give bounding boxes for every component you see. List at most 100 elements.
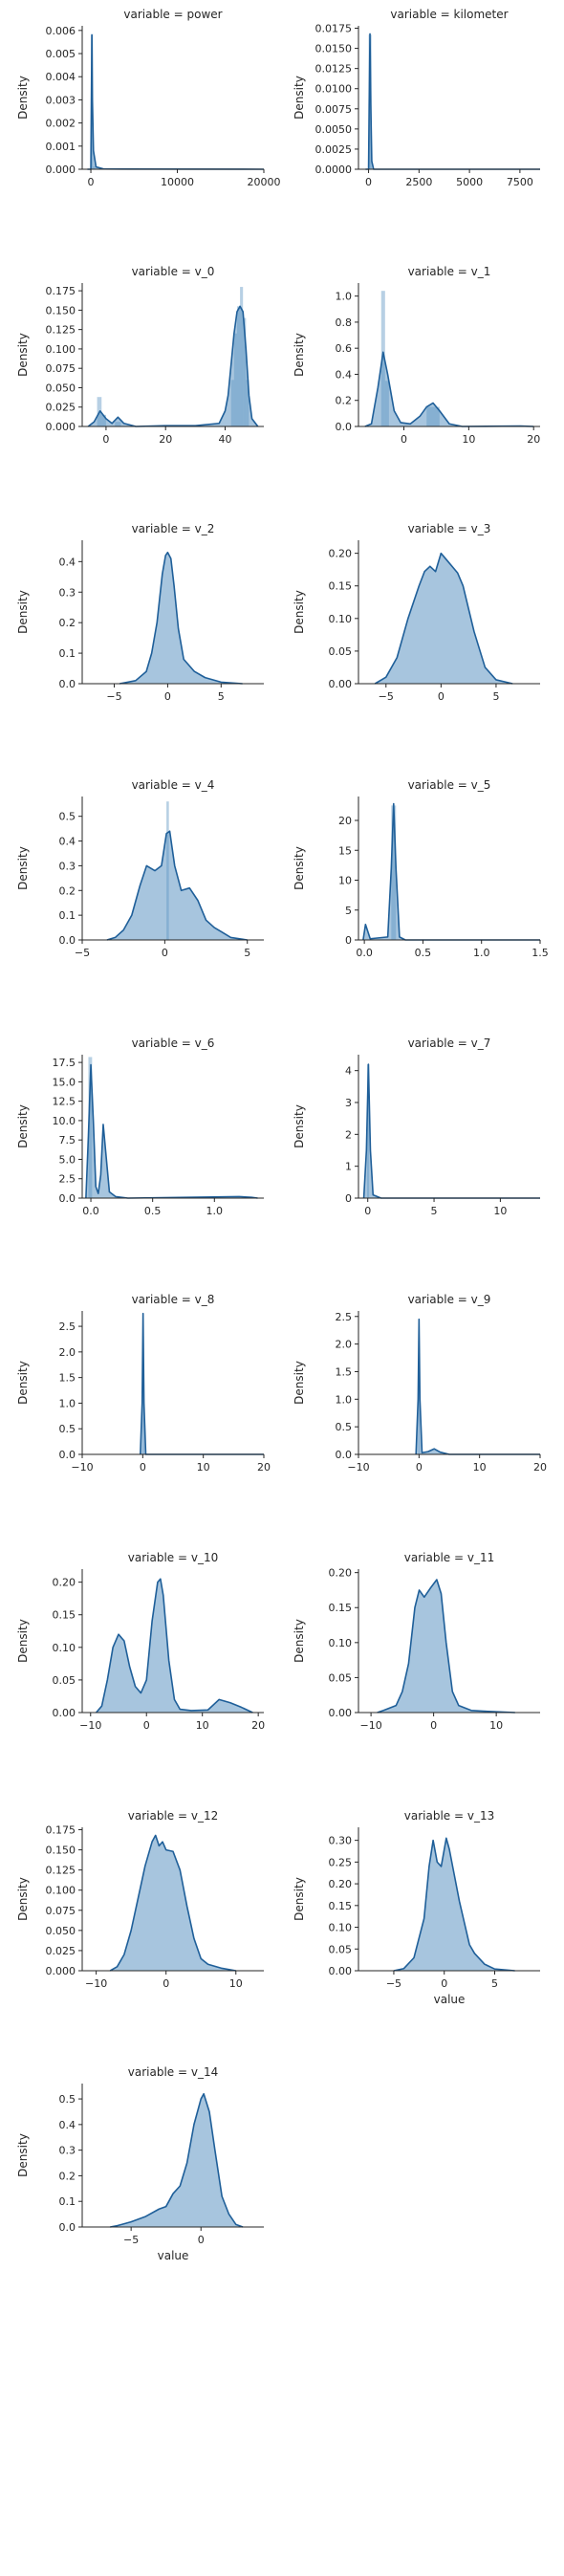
facet-panel-13: variable = v_11 Density 0.00 0.05 0.10 0.15 0.… bbox=[293, 1551, 540, 1732]
y-tick-label: 1.0 bbox=[336, 1393, 353, 1406]
facet-panel-10: variable = v_8 Density 0.0 0.5 1.0 1.5 2.0 2.5 −… bbox=[16, 1293, 271, 1474]
x-tick-label: 10 bbox=[489, 1719, 503, 1732]
x-tick-label: −5 bbox=[123, 2234, 139, 2246]
y-tick-label: 0.5 bbox=[59, 1423, 76, 1435]
y-tick-label: 0.20 bbox=[53, 1577, 76, 1589]
y-axis-label: Density bbox=[293, 1104, 306, 1148]
kde-area bbox=[365, 33, 540, 170]
kde-area bbox=[119, 552, 243, 684]
x-tick-label: 0 bbox=[441, 1977, 447, 1990]
kde-line bbox=[377, 1579, 515, 1714]
y-tick-label: 0.0100 bbox=[315, 83, 353, 96]
x-tick-label: 1.0 bbox=[206, 1205, 224, 1217]
x-tick-label: 0 bbox=[162, 947, 168, 959]
y-tick-label: 0.006 bbox=[46, 25, 76, 37]
histogram-bar bbox=[240, 287, 244, 426]
histogram-bar bbox=[233, 333, 237, 426]
kde-area bbox=[88, 306, 258, 426]
x-tick-label: 7500 bbox=[507, 176, 533, 188]
y-tick-label: 0.025 bbox=[46, 1945, 76, 1957]
facet-panel-5: variable = v_3 Density 0.00 0.05 0.10 0.15 0.2… bbox=[293, 522, 540, 703]
y-axis-label: Density bbox=[293, 1877, 306, 1921]
y-tick-label: 0.15 bbox=[329, 1900, 353, 1912]
y-tick-label: 0 bbox=[345, 1192, 352, 1205]
histogram-bar bbox=[93, 166, 96, 169]
kde-line bbox=[140, 1312, 264, 1455]
y-tick-label: 10.0 bbox=[53, 1115, 76, 1127]
kde-area bbox=[364, 352, 534, 426]
y-tick-label: 0.125 bbox=[46, 324, 76, 337]
x-tick-label: 0.0 bbox=[82, 1205, 99, 1217]
x-tick-label: 5 bbox=[431, 1205, 438, 1217]
panel-title: variable = v_14 bbox=[128, 2065, 218, 2079]
panel-title: variable = v_2 bbox=[132, 522, 215, 535]
x-tick-label: 40 bbox=[219, 433, 232, 446]
y-tick-label: 0.3 bbox=[59, 2145, 76, 2157]
kde-line bbox=[110, 2092, 244, 2228]
y-tick-label: 0.000 bbox=[46, 1965, 76, 1977]
x-tick-label: 5 bbox=[244, 947, 250, 959]
y-tick-label: 0.00 bbox=[53, 1707, 76, 1719]
y-axis-label: Density bbox=[293, 333, 306, 377]
y-axis-label: Density bbox=[293, 76, 306, 120]
y-tick-label: 0.15 bbox=[329, 1602, 353, 1614]
x-tick-label: 0 bbox=[163, 1977, 169, 1990]
panel-title: variable = v_5 bbox=[408, 778, 491, 792]
y-tick-label: 0.0000 bbox=[315, 164, 353, 176]
y-axis-label: Density bbox=[16, 1361, 30, 1405]
panel-title: variable = v_6 bbox=[132, 1037, 215, 1050]
y-axis-label: Density bbox=[16, 333, 30, 377]
y-tick-label: 0.150 bbox=[46, 1845, 76, 1857]
y-axis-label: Density bbox=[16, 846, 30, 890]
histogram-bar bbox=[391, 805, 397, 940]
x-tick-label: −10 bbox=[85, 1977, 107, 1990]
histogram-bar bbox=[236, 306, 241, 426]
y-tick-label: 0.0050 bbox=[315, 123, 353, 136]
x-tick-label: −5 bbox=[106, 690, 121, 703]
y-tick-label: 0.10 bbox=[53, 1642, 76, 1654]
y-axis-label: Density bbox=[16, 2133, 30, 2177]
y-tick-label: 0.003 bbox=[46, 94, 76, 106]
kde-line bbox=[393, 1837, 515, 1972]
y-tick-label: 0.20 bbox=[329, 1878, 353, 1890]
y-tick-label: 1 bbox=[345, 1161, 352, 1173]
facet-panel-12: variable = v_10 Density 0.00 0.05 0.10 0.15 0.… bbox=[16, 1551, 265, 1732]
y-tick-label: 0.5 bbox=[336, 1421, 353, 1433]
x-tick-label: 20 bbox=[527, 433, 540, 446]
x-tick-label: −10 bbox=[347, 1461, 369, 1474]
y-tick-label: 0.005 bbox=[46, 48, 76, 60]
panel-title: variable = v_3 bbox=[408, 522, 491, 535]
x-tick-label: 5 bbox=[491, 1977, 498, 1990]
y-axis-label: Density bbox=[16, 76, 30, 120]
y-tick-label: 0.2 bbox=[336, 395, 353, 407]
y-tick-label: 0.2 bbox=[59, 2170, 76, 2182]
kde-line bbox=[415, 1318, 540, 1455]
y-tick-label: 0.4 bbox=[59, 2119, 76, 2131]
y-tick-label: 0.00 bbox=[329, 1707, 353, 1719]
kde-line bbox=[106, 830, 248, 941]
y-tick-label: 2.0 bbox=[336, 1339, 353, 1351]
kde-line bbox=[365, 33, 540, 170]
y-tick-label: 2.5 bbox=[59, 1321, 76, 1333]
kde-area bbox=[375, 553, 513, 684]
x-tick-label: 10 bbox=[229, 1977, 243, 1990]
y-axis-label: Density bbox=[16, 1877, 30, 1921]
kde-area bbox=[362, 803, 540, 940]
kde-line bbox=[96, 1578, 253, 1714]
x-tick-label: −5 bbox=[75, 947, 90, 959]
y-tick-label: 0.6 bbox=[336, 342, 353, 355]
x-tick-label: −10 bbox=[71, 1461, 93, 1474]
y-tick-label: 0.00 bbox=[329, 1965, 353, 1977]
y-tick-label: 0.050 bbox=[46, 1925, 76, 1937]
y-tick-label: 7.5 bbox=[59, 1134, 76, 1146]
x-tick-label: −5 bbox=[386, 1977, 401, 1990]
facet-panel-7: variable = v_5 Density 0 5 10 15 20 0.0 0.5 1.0 1.… bbox=[293, 778, 549, 959]
kde-line bbox=[87, 305, 259, 427]
y-tick-label: 0.001 bbox=[46, 141, 76, 153]
y-tick-label: 0.4 bbox=[59, 836, 76, 848]
x-tick-label: 0 bbox=[143, 1719, 150, 1732]
x-tick-label: 10 bbox=[493, 1205, 507, 1217]
y-tick-label: 0.0175 bbox=[315, 23, 353, 35]
y-tick-label: 0.0125 bbox=[315, 63, 353, 76]
histogram-bar bbox=[246, 380, 249, 426]
